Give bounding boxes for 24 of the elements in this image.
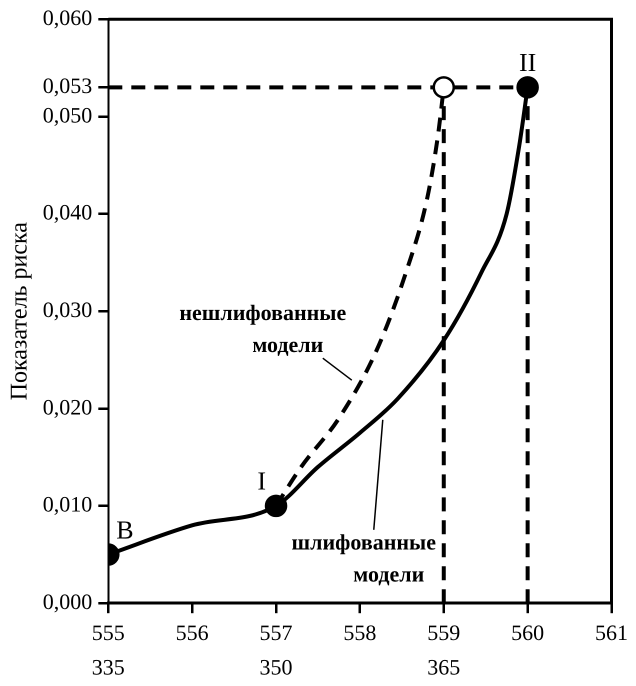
series-label: шлифованные модели	[292, 530, 436, 587]
x-tick-label: 557	[260, 620, 293, 646]
x2-tick-label: 365	[427, 654, 460, 680]
y-tick-label: 0,050	[42, 102, 92, 128]
x-tick-label: 558	[343, 620, 376, 646]
x-tick-label: 560	[511, 620, 544, 646]
x2-tick-label: 350	[260, 654, 293, 680]
y-tick-label: 0,040	[42, 200, 92, 225]
y-tick-label: 0,020	[42, 394, 92, 420]
x-tick-label: 555	[92, 620, 125, 646]
x-tick-label: 556	[176, 620, 209, 646]
y-tick-label: 0,030	[42, 296, 92, 322]
y-tick-label: 0,053	[42, 73, 92, 98]
series-label: нешлифованные модели	[179, 300, 346, 357]
y-tick-label: 0,010	[42, 492, 92, 517]
y-tick-label: 0,060	[42, 4, 92, 30]
x2-tick-label: 335	[92, 654, 125, 680]
x-tick-label: 559	[427, 620, 460, 646]
annotation: II	[518, 48, 536, 78]
y-axis-title: Показатель риска	[6, 222, 33, 400]
y-tick-label: 0,000	[42, 588, 92, 614]
x-tick-label: 561	[595, 620, 628, 646]
annotation: I	[257, 466, 266, 496]
annotation: B	[116, 515, 134, 544]
